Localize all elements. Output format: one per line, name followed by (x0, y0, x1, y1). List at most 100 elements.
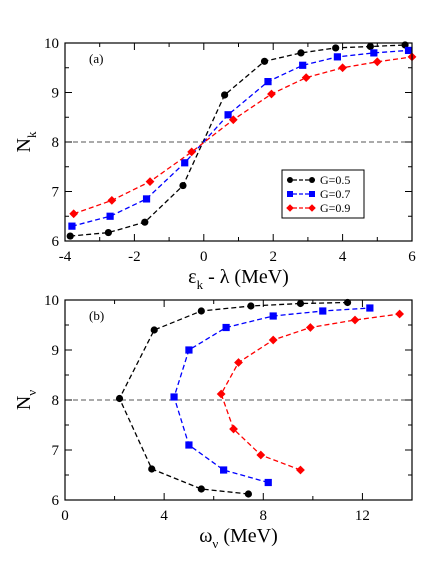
legend-item-1-marker (287, 191, 293, 197)
panel-b-series-0-point (244, 490, 253, 498)
panel-b-y-tick-label: 10 (44, 293, 59, 309)
legend-item-0-marker (309, 177, 315, 183)
panel-b-series-1-point (220, 466, 228, 474)
panel-b-marks (65, 298, 412, 498)
panel-b-y-tick-label: 9 (52, 343, 60, 359)
panel-b-series-0-point (197, 485, 205, 493)
panel-b-series-1-point (170, 393, 178, 401)
panel-b-series-0-point (197, 307, 205, 315)
panel-b-x-label-sub: ν (212, 536, 218, 551)
panel-a-series-1-point (370, 49, 378, 57)
panel-a-y-tick-label: 10 (44, 36, 59, 52)
panel-a-series-2-line (73, 56, 413, 215)
panel-a-series-1-point (404, 46, 413, 55)
panel-a-y-axis-label: Nk (13, 131, 39, 152)
panel-b-x-tick-label: 12 (355, 508, 370, 524)
panel-a-series-2-point (372, 57, 382, 67)
panel-b-y-axis-label: Nν (13, 390, 39, 410)
panel-a-y-tick-label: 7 (52, 185, 60, 201)
panel-a-series-0-point (332, 44, 340, 52)
panel-a-series-1-point (181, 159, 189, 167)
legend-items: G=0.5G=0.7G=0.9 (286, 173, 350, 215)
panel-a-series-0-point (260, 57, 269, 65)
panel-a-x-label-sub: k (197, 277, 204, 292)
panel-a-series-1-point (299, 61, 307, 69)
panel-a-series-2-point (267, 89, 276, 99)
panel-a-series-0-point (221, 91, 229, 99)
panel-b-series-2-point (305, 323, 315, 332)
panel-a-x-label-main: ε (188, 266, 196, 288)
panel-b-series-0-point (343, 298, 352, 307)
panel-b-series-0-line (118, 301, 348, 495)
panel-a-series-1-point (333, 53, 341, 61)
panel-a-tag: (a) (89, 51, 103, 66)
panel-b-series-0-point (148, 465, 156, 473)
panel-a-series-2-point (187, 147, 197, 157)
panel-a-series-1-point (142, 195, 151, 203)
panel-b-series-2-point (234, 358, 243, 367)
panel-a-x-tick-label: 4 (339, 249, 347, 265)
panel-b-y-tick-label: 6 (52, 493, 60, 509)
panel-a-series-2-point (107, 196, 117, 205)
panel-b-series-1-point (185, 346, 193, 354)
panel-a-series-1-point (264, 78, 272, 86)
panel-a-series-1-line (71, 49, 409, 227)
panel-a-series-2-point (338, 63, 347, 73)
panel-a-series-0-point (297, 49, 305, 57)
panel-a-x-tick-label: 0 (200, 249, 208, 265)
panel-a-y-tick-label: 6 (52, 234, 60, 250)
panel-b-series-1-point (269, 312, 277, 320)
panel-b-series-1-point (264, 478, 272, 487)
panel-a-series-2-point (228, 115, 238, 125)
panel-a-series-1-point (68, 222, 76, 230)
legend-item-1-marker (309, 191, 315, 197)
panel-b-series-0-point (150, 326, 158, 334)
panel-a-series-0-point (366, 42, 374, 51)
panel-b-series-0-point (296, 299, 305, 308)
panel-a-series-0-line (70, 44, 406, 237)
panel-b-series-1-point (185, 441, 193, 449)
panel-a-y-tick-label: 8 (52, 135, 60, 151)
legend: G=0.5G=0.7G=0.9 (281, 169, 365, 219)
panel-a-x-axis-label: εk - λ (MeV) (188, 266, 289, 292)
panel-a-series-1-point (224, 111, 232, 119)
panel-b-series-2-point (296, 465, 305, 475)
panel-b-x-axis-label: ων (MeV) (199, 525, 278, 551)
panel-a-series-0-point (141, 218, 149, 226)
panel-b-x-tick-label: 4 (160, 508, 168, 524)
panel-a-x-tick-label: 6 (408, 249, 416, 265)
panel-a-x-tick-label: 2 (269, 249, 277, 265)
panel-b-series-1-point (222, 323, 230, 332)
panel-a-series-2-point (145, 177, 155, 186)
panel-b-x-tick-label: 0 (61, 508, 69, 524)
panel-b-ticks: 0 4 8 12 6 7 8 9 10 (44, 293, 413, 524)
panel-b-series-2-point (229, 424, 238, 434)
legend-item-0-marker (287, 177, 293, 183)
legend-item-2-label: G=0.9 (320, 201, 350, 215)
panel-a-x-tick-label: -4 (59, 249, 72, 265)
panel-a-x-tick-label: -2 (128, 249, 141, 265)
panel-a-series-2-point (69, 209, 79, 219)
panel-b-y-tick-label: 7 (52, 443, 60, 459)
panel-b-x-tick-label: 8 (260, 508, 268, 524)
panel-b-series-2-line (220, 313, 400, 471)
panel-b-series-1-line (173, 307, 370, 484)
panel-a-y-label-sub: k (24, 131, 39, 138)
panel-a-series-0-point (104, 228, 112, 237)
panel-b-x-label-main: ω (199, 525, 212, 547)
panel-a-series-0-point (66, 232, 74, 240)
legend-item-1-label: G=0.7 (320, 187, 350, 201)
panel-b-series-2-point (256, 450, 266, 460)
panel-b-series-2-point (395, 309, 405, 319)
panel-a-series-0-point (179, 181, 187, 190)
panel-b-y-label-main: N (13, 396, 35, 410)
panel-b-series-1-point (366, 304, 374, 312)
panel-a-y-label-main: N (13, 138, 35, 152)
panel-b-x-label-rest: (MeV) (218, 525, 277, 547)
panel-b-series-1-point (319, 307, 327, 315)
panel-a-x-label-rest: - λ (MeV) (203, 266, 289, 288)
legend-item-0-label: G=0.5 (320, 173, 350, 187)
